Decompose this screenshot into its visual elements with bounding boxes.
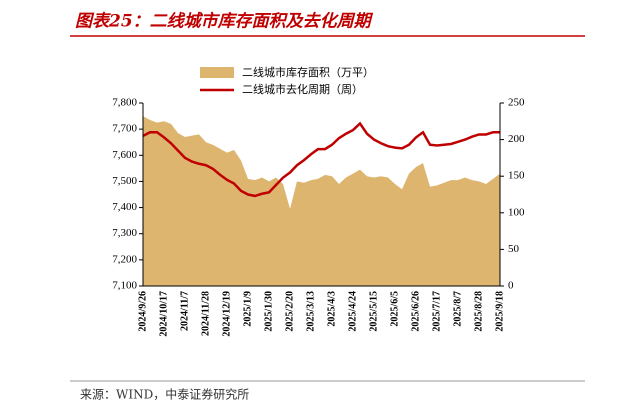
y-tick-label: 7,400 — [112, 201, 137, 213]
legend-label: 二线城市去化周期（周） — [242, 82, 363, 96]
y2-tick-label: 250 — [508, 97, 525, 109]
x-tick-label: 2025/6/26 — [410, 291, 421, 332]
x-tick-label: 2025/5/15 — [368, 291, 379, 332]
x-tick-label: 2025/1/30 — [263, 291, 274, 332]
legend-label: 二线城市库存面积（万平） — [242, 65, 374, 79]
x-tick-label: 2025/2/20 — [284, 291, 295, 332]
y-tick-label: 7,300 — [112, 227, 137, 239]
x-tick-label: 2025/4/3 — [326, 291, 337, 327]
chart-title: 图表25：二线城市库存面积及去化周期 — [75, 12, 374, 32]
x-tick-label: 2025/1/9 — [242, 291, 253, 327]
y-tick-label: 7,800 — [112, 97, 137, 109]
x-tick-label: 2024/10/17 — [158, 291, 169, 337]
x-tick-label: 2024/12/19 — [221, 291, 232, 337]
x-tick-label: 2024/11/28 — [200, 291, 211, 336]
x-tick-label: 2025/3/13 — [305, 291, 316, 332]
y2-tick-label: 150 — [508, 170, 525, 182]
x-tick-label: 2025/8/7 — [452, 291, 463, 327]
y-tick-label: 7,100 — [112, 280, 137, 292]
x-tick-label: 2025/7/17 — [431, 291, 442, 332]
line — [142, 121, 500, 198]
x-tick-label: 2025/8/28 — [473, 291, 484, 332]
y-tick-label: 7,500 — [112, 175, 137, 187]
x-tick-label: 2025/9/18 — [494, 291, 505, 332]
x-tick-label: 2025/6/5 — [389, 291, 400, 327]
legend-swatch — [200, 67, 234, 78]
y2-tick-label: 50 — [508, 243, 520, 255]
source: 来源：WIND，中泰证券研究所 — [80, 387, 249, 402]
y-tick-label: 7,200 — [112, 253, 137, 265]
x-tick-label: 2025/4/24 — [347, 291, 358, 332]
y-tick-label: 7,600 — [112, 149, 137, 161]
x-tick-label: 2024/9/26 — [137, 291, 148, 332]
y2-tick-label: 200 — [508, 133, 525, 145]
y2-tick-label: 0 — [508, 280, 514, 292]
y2-tick-label: 100 — [508, 206, 525, 218]
y-tick-label: 7,700 — [112, 123, 137, 135]
area — [143, 116, 500, 286]
x-tick-label: 2024/11/7 — [179, 291, 190, 331]
